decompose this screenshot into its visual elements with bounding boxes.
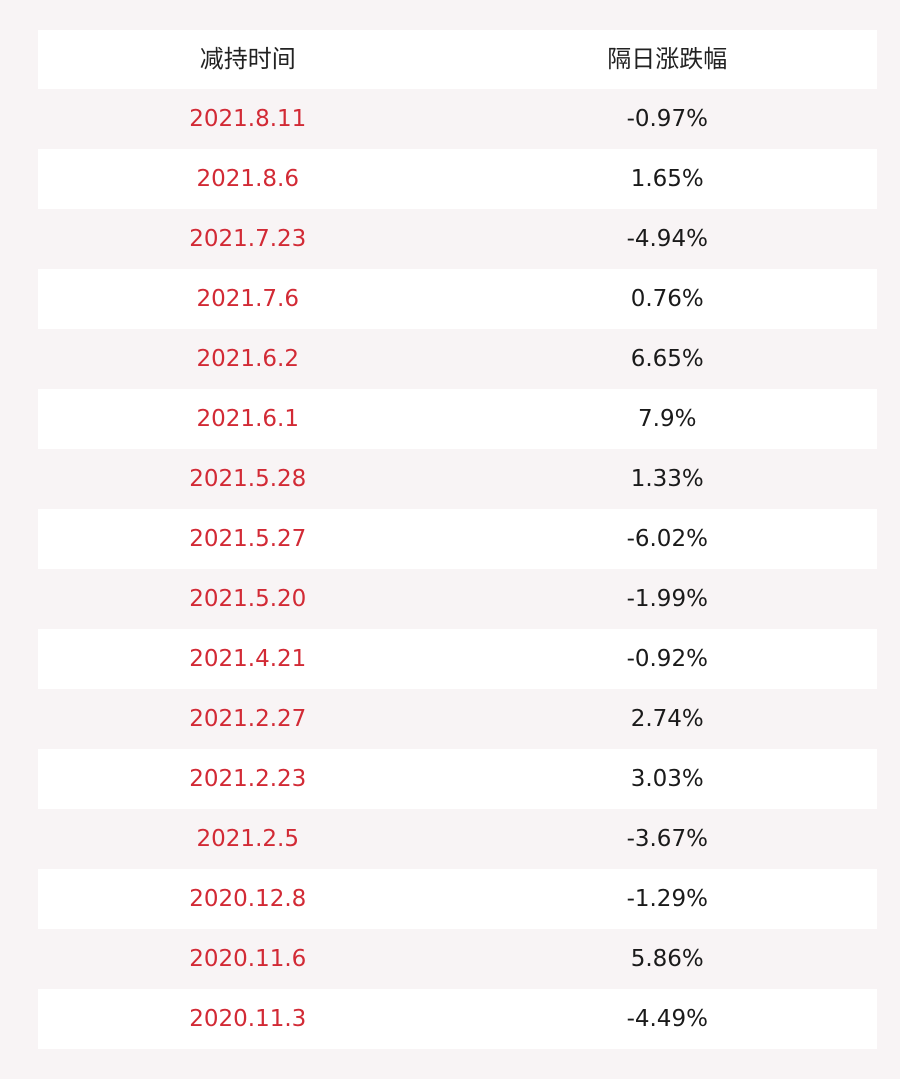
reduction-date: 2021.4.21 — [189, 646, 307, 672]
reduction-date: 2021.2.5 — [196, 826, 299, 852]
header-reduction-time: 减持时间 — [199, 45, 296, 73]
table-header: 减持时间 隔日涨跌幅 — [38, 30, 877, 89]
header-next-day-change: 隔日涨跌幅 — [607, 45, 728, 73]
next-day-change: 1.33% — [630, 466, 704, 492]
next-day-change: -0.97% — [626, 106, 708, 132]
reduction-date: 2021.8.6 — [196, 166, 299, 192]
next-day-change: 2.74% — [630, 706, 704, 732]
table-row: 2021.7.23 -4.94% — [38, 209, 877, 269]
reduction-date: 2021.5.20 — [189, 586, 307, 612]
table-row: 2021.2.23 3.03% — [38, 749, 877, 809]
table-row: 2021.8.11 -0.97% — [38, 89, 877, 149]
table-row: 2021.6.1 7.9% — [38, 389, 877, 449]
table-row: 2020.11.3 -4.49% — [38, 989, 877, 1049]
table-row: 2020.12.8 -1.29% — [38, 869, 877, 929]
next-day-change: 7.9% — [638, 406, 697, 432]
reduction-date: 2021.8.11 — [189, 106, 307, 132]
next-day-change: -6.02% — [626, 526, 708, 552]
next-day-change: -1.99% — [626, 586, 708, 612]
table-row: 2021.5.27 -6.02% — [38, 509, 877, 569]
next-day-change: 0.76% — [630, 286, 704, 312]
reduction-date: 2020.11.3 — [189, 1006, 307, 1032]
next-day-change: 6.65% — [630, 346, 704, 372]
table-row: 2020.11.6 5.86% — [38, 929, 877, 989]
table-row: 2021.5.28 1.33% — [38, 449, 877, 509]
table-row: 2021.2.27 2.74% — [38, 689, 877, 749]
table-row: 2021.4.21 -0.92% — [38, 629, 877, 689]
table-body: 2021.8.11 -0.97% 2021.8.6 1.65% 2021.7.23 -4.… — [38, 89, 877, 1049]
next-day-change: -0.92% — [626, 646, 708, 672]
reduction-date: 2021.5.27 — [189, 526, 307, 552]
next-day-change: -4.49% — [626, 1006, 708, 1032]
next-day-change: -3.67% — [626, 826, 708, 852]
table-row: 2021.6.2 6.65% — [38, 329, 877, 389]
next-day-change: 3.03% — [630, 766, 704, 792]
reduction-date: 2021.7.23 — [189, 226, 307, 252]
reduction-date: 2021.2.23 — [189, 766, 307, 792]
next-day-change: -1.29% — [626, 886, 708, 912]
table-row: 2021.2.5 -3.67% — [38, 809, 877, 869]
reduction-date: 2021.6.1 — [196, 406, 299, 432]
reduction-date: 2021.6.2 — [196, 346, 299, 372]
reduction-table: 减持时间 隔日涨跌幅 2021.8.11 -0.97% 2021.8.6 1.65% 2… — [38, 30, 877, 1049]
table-row: 2021.5.20 -1.99% — [38, 569, 877, 629]
next-day-change: 5.86% — [630, 946, 704, 972]
table-row: 2021.8.6 1.65% — [38, 149, 877, 209]
next-day-change: -4.94% — [626, 226, 708, 252]
reduction-date: 2021.7.6 — [196, 286, 299, 312]
reduction-date: 2020.11.6 — [189, 946, 307, 972]
reduction-date: 2021.5.28 — [189, 466, 307, 492]
table-row: 2021.7.6 0.76% — [38, 269, 877, 329]
reduction-date: 2021.2.27 — [189, 706, 307, 732]
next-day-change: 1.65% — [630, 166, 704, 192]
reduction-date: 2020.12.8 — [189, 886, 307, 912]
